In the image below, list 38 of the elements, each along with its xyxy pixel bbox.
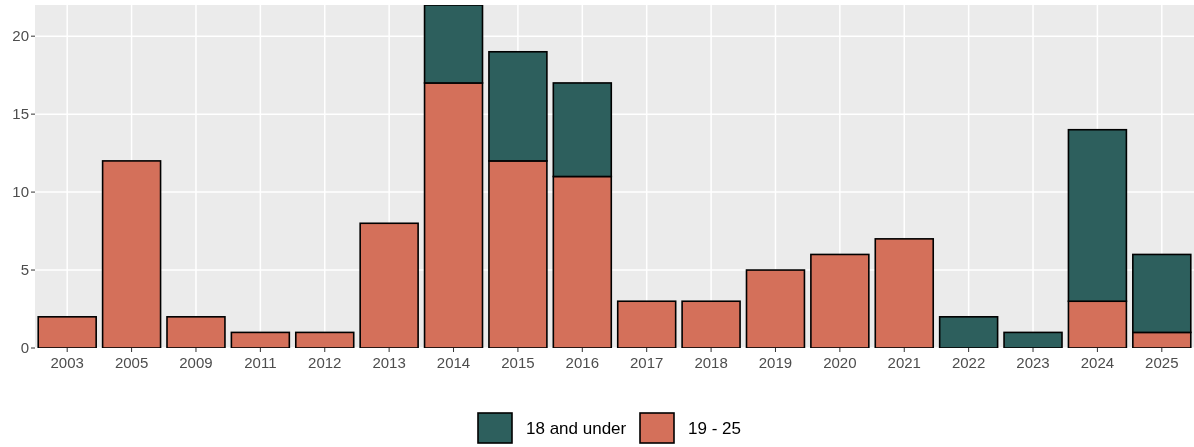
x-tick-label: 2023 [1016, 354, 1050, 371]
y-tick-label: 10 [12, 183, 29, 201]
bar [810, 253, 870, 348]
x-tick-label: 2016 [565, 354, 599, 371]
y-tick-label: 20 [12, 27, 29, 45]
bar [1003, 331, 1063, 348]
bar [101, 160, 162, 348]
x-tick-label: 2025 [1145, 354, 1179, 371]
legend-label: 18 and under [526, 418, 627, 438]
x-tick-label: 2017 [630, 354, 664, 371]
x-tick-label: 2019 [758, 354, 793, 371]
bar [359, 222, 419, 348]
x-tick-label: 2022 [951, 354, 986, 371]
x-tick-label: 2018 [694, 354, 728, 371]
bar [166, 316, 226, 348]
x-tick-label: 2021 [887, 354, 921, 371]
x-tick-label: 2014 [436, 354, 471, 371]
x-tick-label: 2020 [823, 354, 857, 371]
x-tick-label: 2015 [501, 354, 535, 371]
x-tick-label: 2005 [114, 354, 149, 371]
bar [230, 331, 291, 348]
y-tick-label: 0 [20, 339, 29, 357]
y-tick-label: 5 [20, 261, 29, 279]
x-tick-label: 2009 [179, 354, 213, 371]
bar [745, 269, 806, 348]
x-tick-label: 2013 [372, 354, 406, 371]
x-tick-label: 2012 [308, 354, 342, 371]
x-tick-label: 2003 [50, 354, 84, 371]
x-tick-label: 2024 [1080, 354, 1115, 371]
bar [874, 238, 935, 348]
bar [37, 316, 97, 348]
y-tick-label: 15 [12, 105, 29, 123]
legend-label: 19 - 25 [688, 418, 741, 438]
bar [616, 300, 677, 348]
x-tick-label: 2011 [244, 354, 277, 371]
bar [294, 331, 355, 348]
bar [938, 316, 999, 348]
bar [681, 300, 741, 348]
